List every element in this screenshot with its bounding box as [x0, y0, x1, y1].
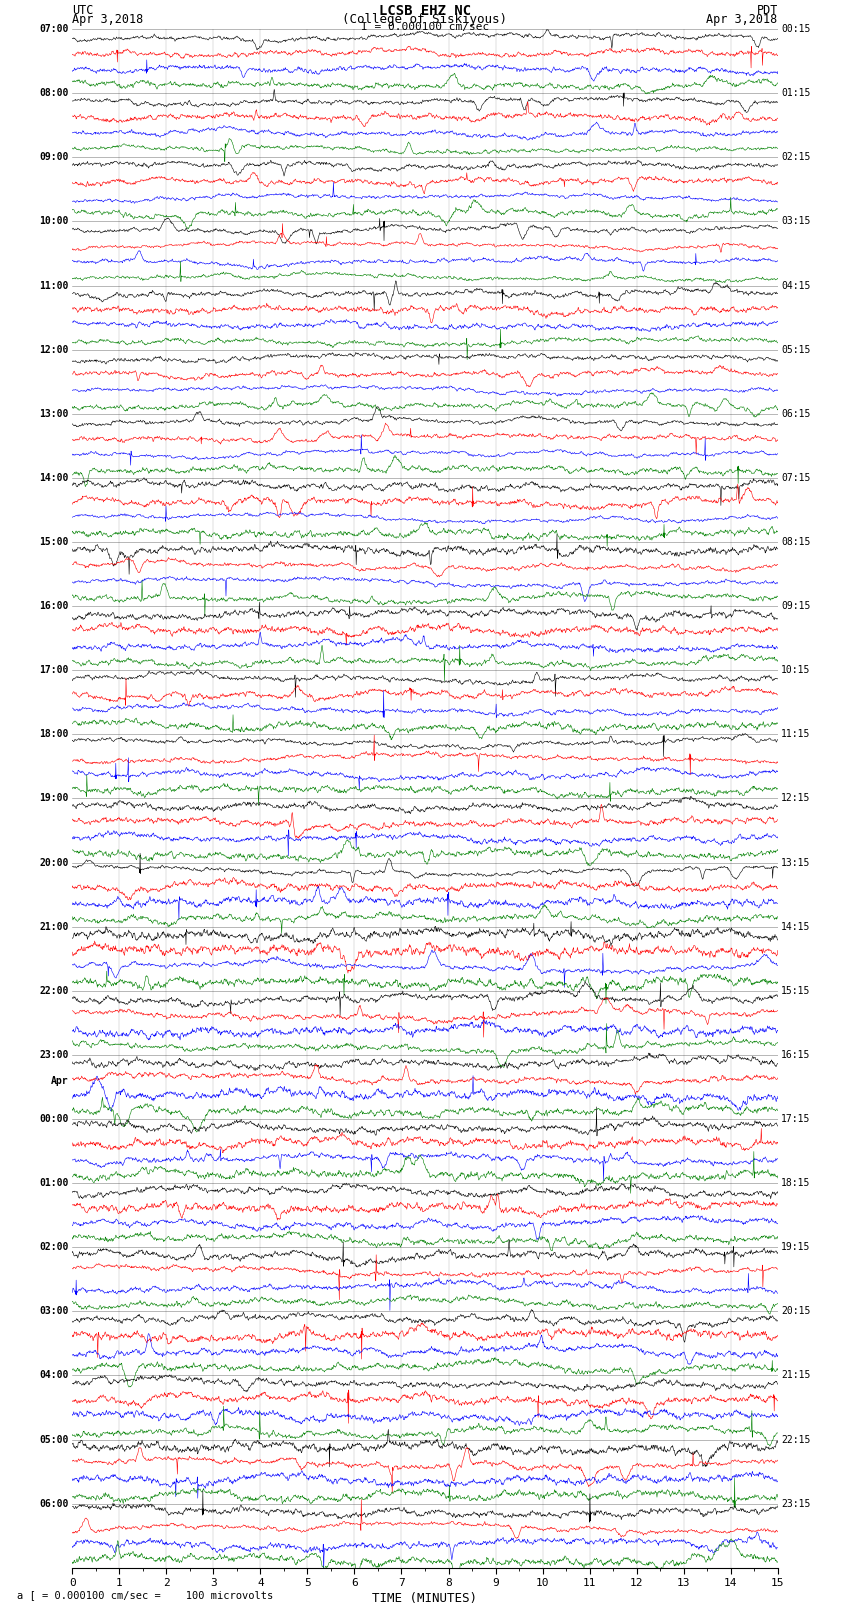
Text: UTC: UTC — [72, 5, 94, 18]
Text: 11:00: 11:00 — [39, 281, 69, 290]
Text: 08:00: 08:00 — [39, 89, 69, 98]
Text: 13:00: 13:00 — [39, 408, 69, 419]
X-axis label: TIME (MINUTES): TIME (MINUTES) — [372, 1592, 478, 1605]
Text: 11:15: 11:15 — [781, 729, 811, 739]
Text: 01:00: 01:00 — [39, 1177, 69, 1189]
Text: 06:00: 06:00 — [39, 1498, 69, 1508]
Text: PDT: PDT — [756, 5, 778, 18]
Text: 23:15: 23:15 — [781, 1498, 811, 1508]
Text: 00:00: 00:00 — [39, 1115, 69, 1124]
Text: 18:15: 18:15 — [781, 1177, 811, 1189]
Text: Apr 3,2018: Apr 3,2018 — [72, 13, 144, 26]
Text: 14:00: 14:00 — [39, 473, 69, 482]
Text: 15:15: 15:15 — [781, 986, 811, 995]
Text: 04:15: 04:15 — [781, 281, 811, 290]
Text: 22:00: 22:00 — [39, 986, 69, 995]
Text: 06:15: 06:15 — [781, 408, 811, 419]
Text: 20:00: 20:00 — [39, 858, 69, 868]
Text: 23:00: 23:00 — [39, 1050, 69, 1060]
Text: 02:15: 02:15 — [781, 152, 811, 163]
Text: 04:00: 04:00 — [39, 1371, 69, 1381]
Text: 09:15: 09:15 — [781, 602, 811, 611]
Text: 08:15: 08:15 — [781, 537, 811, 547]
Text: 07:15: 07:15 — [781, 473, 811, 482]
Text: 05:15: 05:15 — [781, 345, 811, 355]
Text: Apr 3,2018: Apr 3,2018 — [706, 13, 778, 26]
Text: 09:00: 09:00 — [39, 152, 69, 163]
Text: 20:15: 20:15 — [781, 1307, 811, 1316]
Text: LCSB EHZ NC: LCSB EHZ NC — [379, 5, 471, 18]
Text: 18:00: 18:00 — [39, 729, 69, 739]
Text: 02:00: 02:00 — [39, 1242, 69, 1252]
Text: 03:15: 03:15 — [781, 216, 811, 226]
Text: 10:15: 10:15 — [781, 665, 811, 676]
Text: 22:15: 22:15 — [781, 1434, 811, 1445]
Text: 21:15: 21:15 — [781, 1371, 811, 1381]
Text: 01:15: 01:15 — [781, 89, 811, 98]
Text: 17:15: 17:15 — [781, 1115, 811, 1124]
Text: 19:00: 19:00 — [39, 794, 69, 803]
Text: 12:15: 12:15 — [781, 794, 811, 803]
Text: 05:00: 05:00 — [39, 1434, 69, 1445]
Text: 00:15: 00:15 — [781, 24, 811, 34]
Text: 16:15: 16:15 — [781, 1050, 811, 1060]
Text: 07:00: 07:00 — [39, 24, 69, 34]
Text: 03:00: 03:00 — [39, 1307, 69, 1316]
Text: 15:00: 15:00 — [39, 537, 69, 547]
Text: 17:00: 17:00 — [39, 665, 69, 676]
Text: 13:15: 13:15 — [781, 858, 811, 868]
Text: Apr: Apr — [51, 1076, 69, 1086]
Text: I = 0.000100 cm/sec: I = 0.000100 cm/sec — [361, 23, 489, 32]
Text: 12:00: 12:00 — [39, 345, 69, 355]
Text: 16:00: 16:00 — [39, 602, 69, 611]
Text: 19:15: 19:15 — [781, 1242, 811, 1252]
Text: a [ = 0.000100 cm/sec =    100 microvolts: a [ = 0.000100 cm/sec = 100 microvolts — [17, 1590, 273, 1600]
Text: 14:15: 14:15 — [781, 921, 811, 932]
Text: (College of Siskiyous): (College of Siskiyous) — [343, 13, 507, 26]
Text: 10:00: 10:00 — [39, 216, 69, 226]
Text: 21:00: 21:00 — [39, 921, 69, 932]
